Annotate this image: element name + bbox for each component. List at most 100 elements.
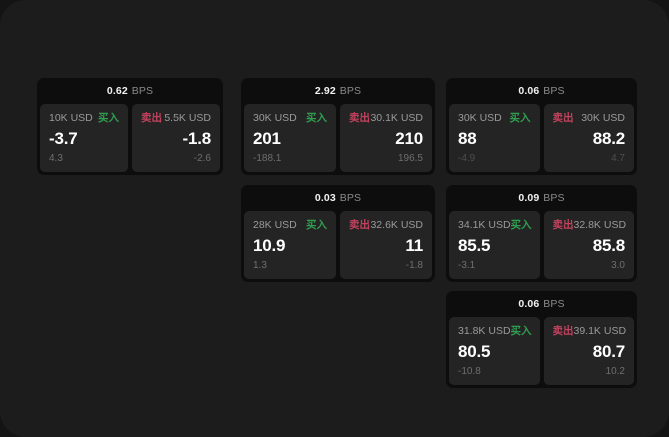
sell-quantity: 5.5K USD [164,112,211,124]
buy-delta: -4.9 [458,153,476,164]
sell-panel-header: 卖出 32.6K USD [349,219,423,232]
quote-card[interactable]: 0.06 BPS 31.8K USD 买入 80.5 -10.8 卖出 39.1… [446,291,637,388]
quote-card[interactable]: 0.09 BPS 34.1K USD 买入 85.5 -3.1 卖出 32.8K… [446,185,637,282]
sell-panel-header: 卖出 30K USD [553,112,626,125]
card-panels: 30K USD 买入 88 -4.9 卖出 30K USD 88.2 4.7 [446,104,637,175]
sell-price: 80.7 [592,342,625,361]
quote-card[interactable]: 0.06 BPS 30K USD 买入 88 -4.9 卖出 30K USD [446,78,637,175]
bps-unit-label: BPS [131,85,154,97]
bps-unit-label: BPS [543,85,565,97]
card-header: 0.06 BPS [446,78,637,104]
buy-panel[interactable]: 30K USD 买入 201 -188.1 [244,104,336,172]
sell-tag: 卖出 [141,112,162,124]
sell-price: 85.8 [592,236,625,255]
sell-delta: 4.7 [611,153,625,164]
buy-tag: 买入 [98,112,119,124]
sell-panel-header: 卖出 30.1K USD [349,112,423,125]
bps-unit-label: BPS [543,298,565,310]
card-header: 0.06 BPS [446,291,637,317]
buy-panel-header: 34.1K USD 买入 [458,219,532,232]
buy-price: 10.9 [253,236,286,255]
buy-panel[interactable]: 10K USD 买入 -3.7 4.3 [40,104,128,172]
buy-panel[interactable]: 28K USD 买入 10.9 1.3 [244,211,336,279]
buy-quantity: 34.1K USD [458,219,511,231]
quote-card[interactable]: 0.03 BPS 28K USD 买入 10.9 1.3 卖出 32.6K US… [241,185,435,282]
sell-quantity: 32.8K USD [573,219,627,231]
buy-tag: 买入 [509,112,531,124]
sell-panel-header: 卖出 5.5K USD [141,112,211,125]
buy-panel[interactable]: 34.1K USD 买入 85.5 -3.1 [449,211,540,279]
bps-value: 0.06 [518,85,540,97]
buy-panel-header: 28K USD 买入 [253,219,327,232]
sell-tag: 卖出 [552,112,574,124]
buy-price: 201 [253,129,281,148]
buy-tag: 买入 [306,219,327,231]
buy-price: 85.5 [458,236,491,255]
bps-unit-label: BPS [543,192,565,204]
sell-tag: 卖出 [552,325,574,337]
buy-panel-header: 31.8K USD 买入 [458,325,532,338]
buy-price: -3.7 [49,129,78,148]
sell-quantity: 30.1K USD [370,112,423,124]
buy-quantity: 31.8K USD [458,325,511,337]
buy-panel[interactable]: 31.8K USD 买入 80.5 -10.8 [449,317,540,385]
bps-value: 2.92 [314,85,336,97]
bps-value: 0.06 [518,298,540,310]
sell-panel[interactable]: 卖出 30K USD 88.2 4.7 [543,104,634,172]
sell-price: 210 [395,129,423,148]
card-header: 0.09 BPS [446,185,637,211]
sell-quantity: 30K USD [581,112,625,124]
sell-panel[interactable]: 卖出 32.8K USD 85.8 3.0 [543,211,634,279]
card-panels: 30K USD 买入 201 -188.1 卖出 30.1K USD 210 1… [241,104,435,175]
sell-delta: 10.2 [605,366,625,377]
buy-quantity: 30K USD [458,112,502,124]
card-header: 0.03 BPS [241,185,435,211]
bps-unit-label: BPS [339,192,362,204]
sell-tag: 卖出 [552,219,574,231]
sell-delta: 196.5 [397,153,423,164]
buy-delta: -10.8 [458,366,481,377]
bps-value: 0.62 [106,85,128,97]
card-header: 0.62 BPS [37,78,223,104]
buy-panel-header: 30K USD 买入 [253,112,327,125]
bps-value: 0.09 [518,192,540,204]
buy-panel-header: 30K USD 买入 [458,112,531,125]
buy-delta: 1.3 [253,260,267,271]
card-panels: 10K USD 买入 -3.7 4.3 卖出 5.5K USD -1.8 -2.… [37,104,223,175]
sell-price: 88.2 [592,129,625,148]
sell-price: -1.8 [182,129,212,148]
buy-delta: -3.1 [458,260,476,271]
sell-tag: 卖出 [349,112,370,124]
sell-panel-header: 卖出 32.8K USD [552,219,627,232]
buy-quantity: 28K USD [253,219,297,231]
sell-panel[interactable]: 卖出 32.6K USD 11 -1.8 [340,211,432,279]
quote-card[interactable]: 0.62 BPS 10K USD 买入 -3.7 4.3 卖出 5.5K USD [37,78,223,175]
sell-quantity: 32.6K USD [370,219,423,231]
buy-panel[interactable]: 30K USD 买入 88 -4.9 [449,104,540,172]
buy-price: 80.5 [458,342,491,361]
sell-panel-header: 卖出 39.1K USD [552,325,627,338]
sell-delta: 3.0 [611,260,625,271]
buy-tag: 买入 [306,112,327,124]
sell-panel[interactable]: 卖出 39.1K USD 80.7 10.2 [543,317,634,385]
card-header: 2.92 BPS [241,78,435,104]
sell-panel[interactable]: 卖出 30.1K USD 210 196.5 [340,104,432,172]
bps-unit-label: BPS [339,85,362,97]
sell-quantity: 39.1K USD [573,325,627,337]
buy-tag: 买入 [510,219,532,231]
buy-panel-header: 10K USD 买入 [49,112,119,125]
quote-card[interactable]: 2.92 BPS 30K USD 买入 201 -188.1 卖出 30.1K … [241,78,435,175]
card-panels: 28K USD 买入 10.9 1.3 卖出 32.6K USD 11 -1.8 [241,211,435,282]
sell-delta: -1.8 [405,260,423,271]
card-panels: 34.1K USD 买入 85.5 -3.1 卖出 32.8K USD 85.8… [446,211,637,282]
sell-tag: 卖出 [349,219,370,231]
buy-tag: 买入 [510,325,532,337]
buy-delta: 4.3 [49,153,63,164]
sell-delta: -2.6 [193,153,211,164]
quote-card-grid: 0.62 BPS 10K USD 买入 -3.7 4.3 卖出 5.5K USD [37,78,637,388]
sell-price: 11 [405,236,423,255]
buy-delta: -188.1 [253,153,282,164]
buy-quantity: 10K USD [49,112,93,124]
sell-panel[interactable]: 卖出 5.5K USD -1.8 -2.6 [132,104,220,172]
card-panels: 31.8K USD 买入 80.5 -10.8 卖出 39.1K USD 80.… [446,317,637,388]
